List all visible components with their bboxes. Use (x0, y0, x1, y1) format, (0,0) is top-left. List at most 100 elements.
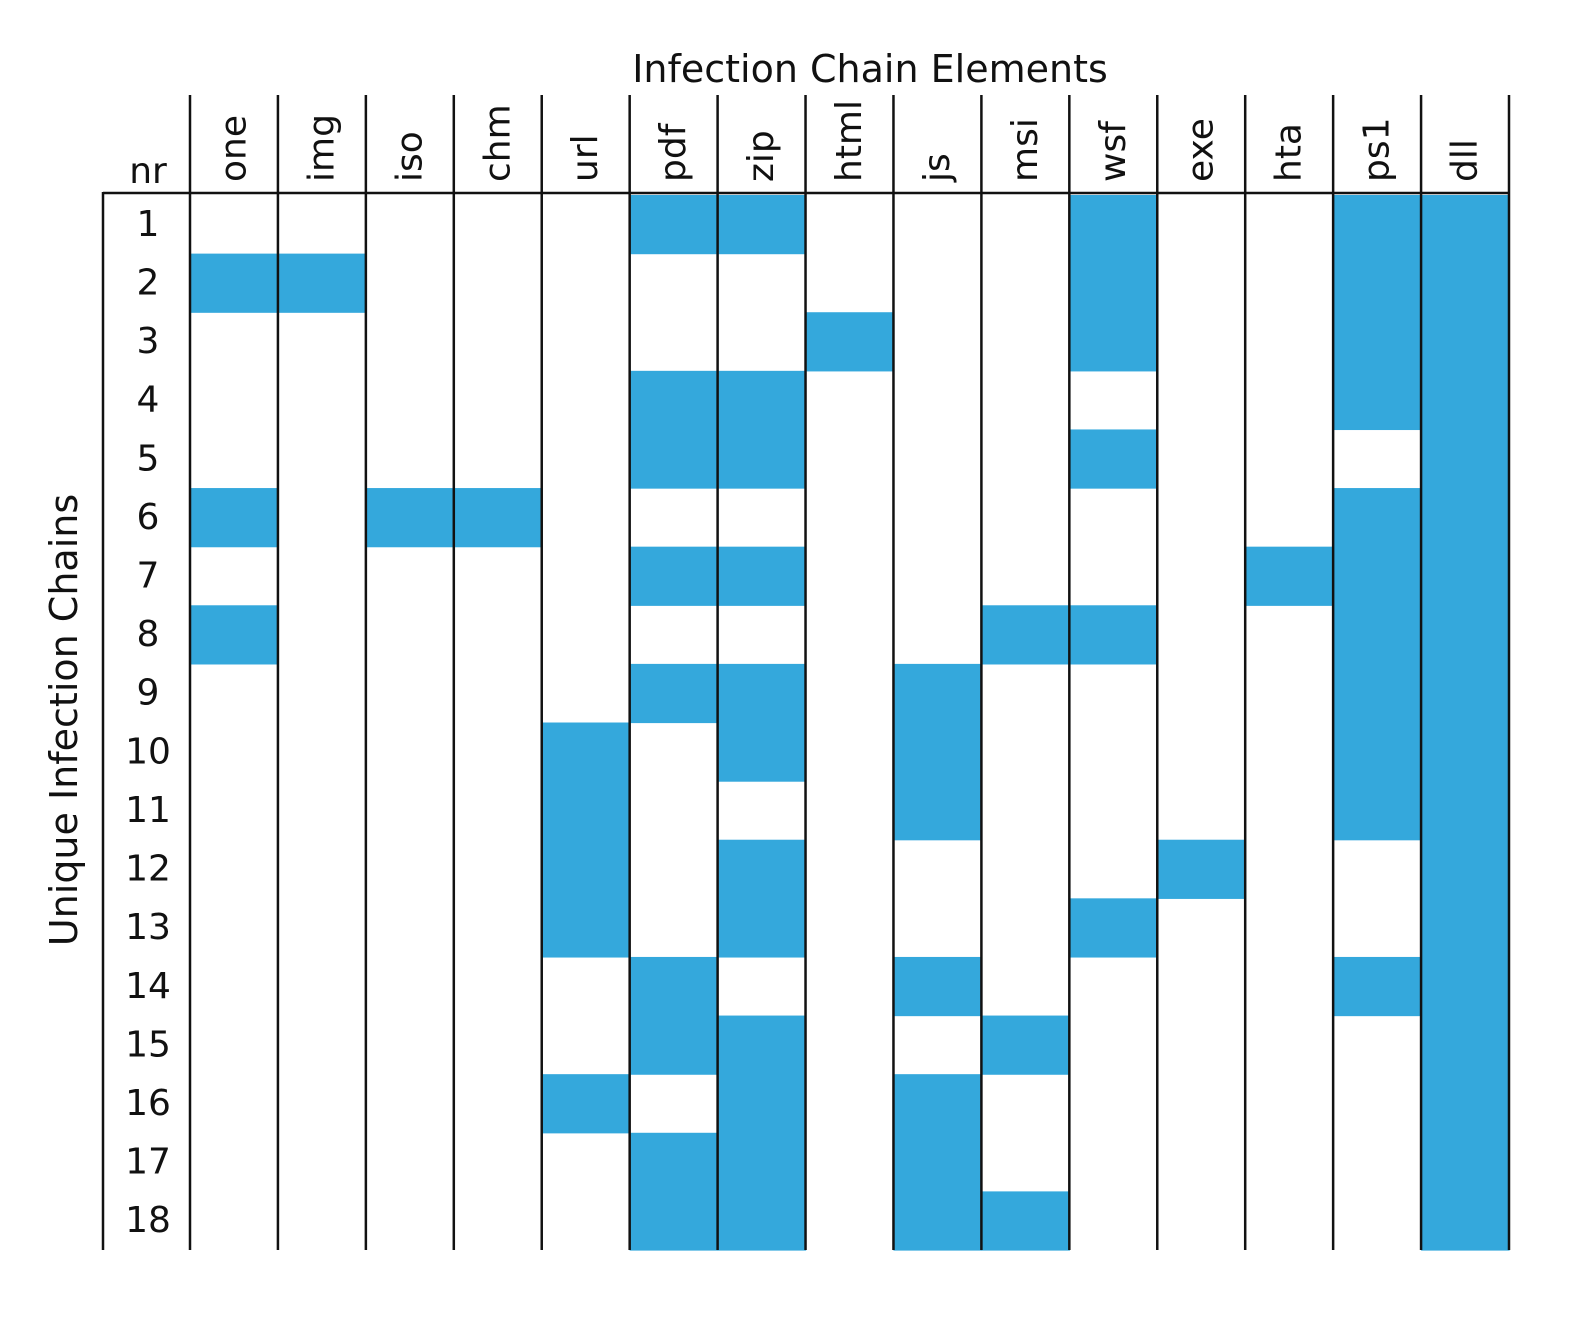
cell-zip-row-9 (717, 663, 807, 724)
cell-ps1-row-2 (1333, 253, 1422, 313)
column-labels-layer: one img iso chm url pdf zip html js msi wsf exe hta p… (213, 100, 1485, 183)
cell-url-row-13 (541, 898, 631, 958)
cell-ps1-row-9 (1333, 663, 1422, 724)
cell-msi-row-18 (981, 1191, 1070, 1251)
cell-js-row-10 (893, 722, 982, 782)
cell-dll-row-11 (1421, 781, 1510, 841)
cell-dll-row-5 (1421, 429, 1510, 489)
row-label-14: 14 (125, 966, 171, 1007)
cell-dll-row-15 (1421, 1015, 1510, 1075)
cell-msi-row-8 (981, 605, 1070, 665)
row-label-3: 3 (137, 321, 160, 362)
chart-title: Infection Chain Elements (632, 47, 1108, 91)
row-label-11: 11 (125, 790, 171, 831)
cell-one-row-6 (190, 488, 279, 548)
row-label-9: 9 (137, 673, 160, 714)
cell-dll-row-17 (1421, 1132, 1510, 1192)
cell-zip-row-10 (717, 722, 807, 782)
cell-one-row-8 (190, 605, 279, 665)
cell-iso-row-6 (365, 488, 455, 548)
cell-wsf-row-2 (1069, 253, 1158, 313)
cell-wsf-row-8 (1069, 605, 1158, 665)
column-label-pdf: pdf (653, 122, 694, 182)
cell-ps1-row-3 (1333, 312, 1422, 372)
cell-dll-row-16 (1421, 1074, 1510, 1134)
column-label-zip: zip (741, 130, 782, 182)
cell-wsf-row-13 (1069, 898, 1158, 958)
cell-exe-row-12 (1157, 839, 1246, 899)
cell-html-row-3 (805, 312, 895, 372)
row-label-15: 15 (125, 1024, 171, 1065)
cell-ps1-row-7 (1333, 546, 1422, 606)
row-label-7: 7 (137, 555, 160, 596)
cell-dll-row-18 (1421, 1191, 1510, 1251)
cell-pdf-row-18 (629, 1191, 719, 1251)
cell-pdf-row-9 (629, 663, 719, 724)
cell-ps1-row-4 (1333, 370, 1422, 431)
cell-url-row-16 (541, 1074, 631, 1134)
cell-dll-row-12 (1421, 839, 1510, 899)
cell-ps1-row-11 (1333, 781, 1422, 841)
y-axis-label: Unique Infection Chains (42, 494, 86, 946)
column-label-one: one (213, 115, 254, 182)
cell-zip-row-15 (717, 1015, 807, 1075)
cell-ps1-row-6 (1333, 488, 1422, 548)
cell-js-row-11 (893, 781, 982, 841)
row-label-5: 5 (137, 438, 160, 479)
cell-dll-row-3 (1421, 312, 1510, 372)
column-label-html: html (829, 100, 870, 182)
cell-dll-row-1 (1421, 195, 1510, 255)
cell-zip-row-1 (717, 195, 807, 255)
cell-ps1-row-14 (1333, 956, 1422, 1017)
cell-dll-row-14 (1421, 956, 1510, 1017)
cell-wsf-row-5 (1069, 429, 1158, 489)
grid-lines-layer (101, 95, 1511, 1250)
column-label-iso: iso (389, 131, 430, 182)
cell-dll-row-6 (1421, 488, 1510, 548)
column-label-dll: dll (1445, 139, 1486, 182)
column-label-msi: msi (1005, 118, 1046, 182)
cell-wsf-row-1 (1069, 195, 1158, 255)
cell-zip-row-13 (717, 898, 807, 958)
cell-js-row-9 (893, 663, 982, 724)
cell-dll-row-8 (1421, 605, 1510, 665)
cell-url-row-11 (541, 781, 631, 841)
cell-zip-row-16 (717, 1074, 807, 1134)
row-label-16: 16 (125, 1083, 171, 1124)
row-label-6: 6 (137, 497, 160, 538)
cell-js-row-18 (893, 1191, 982, 1251)
cell-dll-row-7 (1421, 546, 1510, 606)
row-label-4: 4 (137, 380, 160, 421)
cell-dll-row-2 (1421, 253, 1510, 313)
column-label-wsf: wsf (1093, 120, 1134, 182)
cell-pdf-row-7 (629, 546, 719, 606)
cell-zip-row-12 (717, 839, 807, 899)
cell-pdf-row-5 (629, 429, 719, 489)
cell-js-row-17 (893, 1132, 982, 1192)
row-label-17: 17 (125, 1142, 171, 1183)
cell-dll-row-10 (1421, 722, 1510, 782)
column-label-chm: chm (477, 104, 518, 182)
column-label-url: url (565, 134, 606, 182)
cell-url-row-12 (541, 839, 631, 899)
cell-zip-row-5 (717, 429, 807, 489)
cell-img-row-2 (277, 253, 367, 313)
cell-ps1-row-8 (1333, 605, 1422, 665)
column-label-ps1: ps1 (1357, 117, 1398, 182)
cell-zip-row-17 (717, 1132, 807, 1192)
row-label-10: 10 (125, 731, 171, 772)
cell-pdf-row-15 (629, 1015, 719, 1075)
row-label-18: 18 (125, 1200, 171, 1241)
cell-ps1-row-1 (1333, 195, 1422, 255)
column-label-js: js (917, 153, 958, 183)
cell-pdf-row-14 (629, 956, 719, 1017)
cell-chm-row-6 (453, 488, 543, 548)
column-label-exe: exe (1181, 118, 1222, 182)
cell-zip-row-4 (717, 370, 807, 431)
row-label-12: 12 (125, 849, 171, 890)
cell-zip-row-18 (717, 1191, 807, 1251)
cell-pdf-row-17 (629, 1132, 719, 1192)
